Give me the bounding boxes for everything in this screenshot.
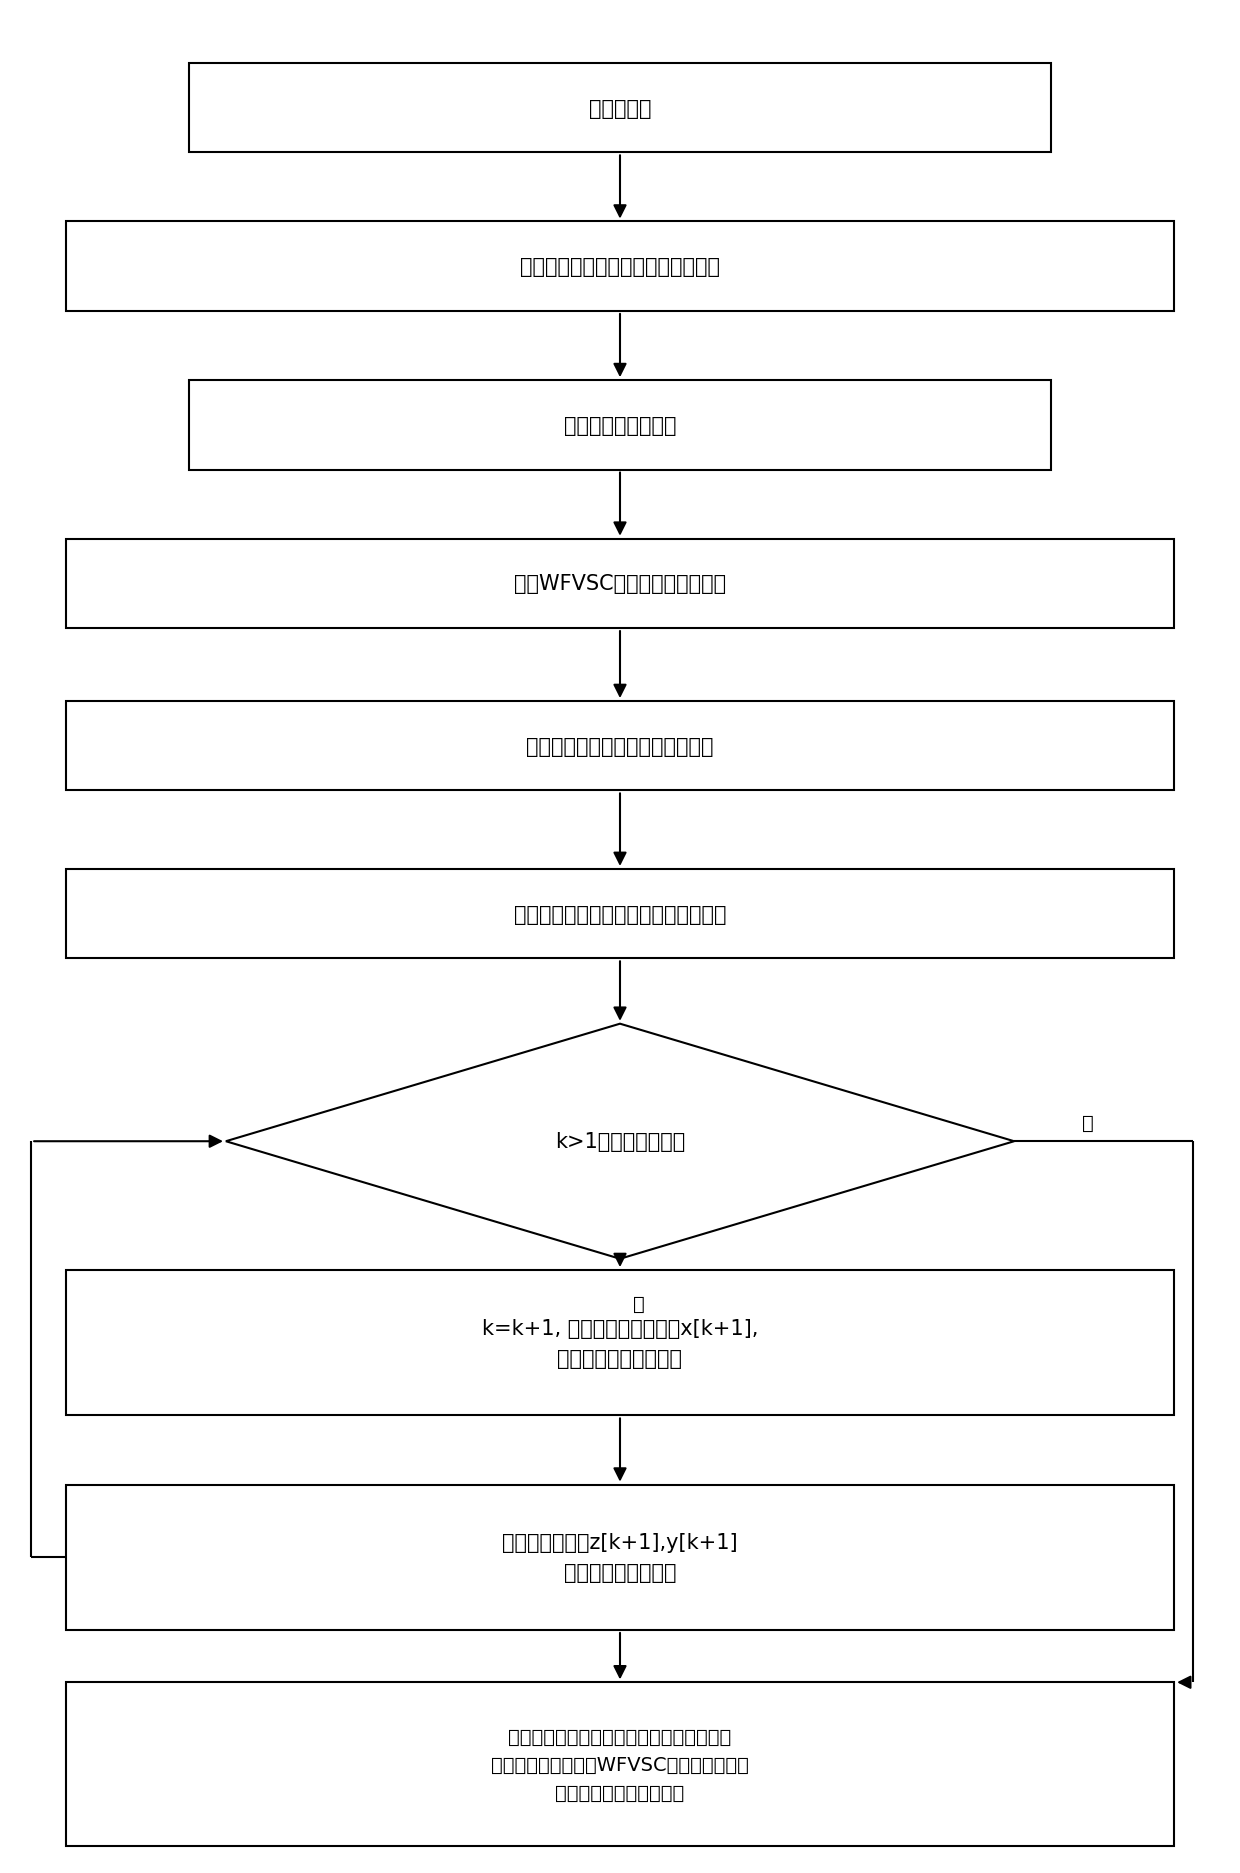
Text: 初始化中央控制器、初始化本地控制器: 初始化中央控制器、初始化本地控制器 xyxy=(513,905,727,923)
FancyBboxPatch shape xyxy=(66,539,1174,629)
FancyBboxPatch shape xyxy=(66,1485,1174,1630)
Text: 计算电压灵敏度系数: 计算电压灵敏度系数 xyxy=(564,416,676,436)
Text: 建立WFVSC和风电机组预测模型: 建立WFVSC和风电机组预测模型 xyxy=(513,575,727,594)
Text: 中央控制器发出迭代结束指令，本地控制器
发出指令，更新当前WFVSC的电压参考指令
和各风机的无功参考指令: 中央控制器发出迭代结束指令，本地控制器 发出指令，更新当前WFVSC的电压参考指… xyxy=(491,1727,749,1802)
Text: 中央控制器接收更新的系统运行信息: 中央控制器接收更新的系统运行信息 xyxy=(520,257,720,277)
Text: k=k+1, 中央控制器更新变量x[k+1],
并发送至各本地控制器: k=k+1, 中央控制器更新变量x[k+1], 并发送至各本地控制器 xyxy=(482,1319,758,1367)
FancyBboxPatch shape xyxy=(66,1682,1174,1847)
FancyBboxPatch shape xyxy=(66,869,1174,959)
Text: 是: 是 xyxy=(1081,1113,1094,1133)
FancyBboxPatch shape xyxy=(66,223,1174,311)
Text: 本地控制器更新z[k+1],y[k+1]
并发送至中央控制器: 本地控制器更新z[k+1],y[k+1] 并发送至中央控制器 xyxy=(502,1532,738,1583)
Text: 否: 否 xyxy=(632,1294,645,1313)
FancyBboxPatch shape xyxy=(66,1270,1174,1416)
Text: 建立协调电压控制最优化数学模型: 建立协调电压控制最优化数学模型 xyxy=(526,736,714,757)
FancyBboxPatch shape xyxy=(66,702,1174,790)
FancyBboxPatch shape xyxy=(188,380,1052,470)
Text: k>1且达到收敛条件: k>1且达到收敛条件 xyxy=(554,1131,686,1152)
Text: 触发控制器: 触发控制器 xyxy=(589,99,651,118)
Polygon shape xyxy=(226,1025,1014,1259)
FancyBboxPatch shape xyxy=(188,64,1052,154)
